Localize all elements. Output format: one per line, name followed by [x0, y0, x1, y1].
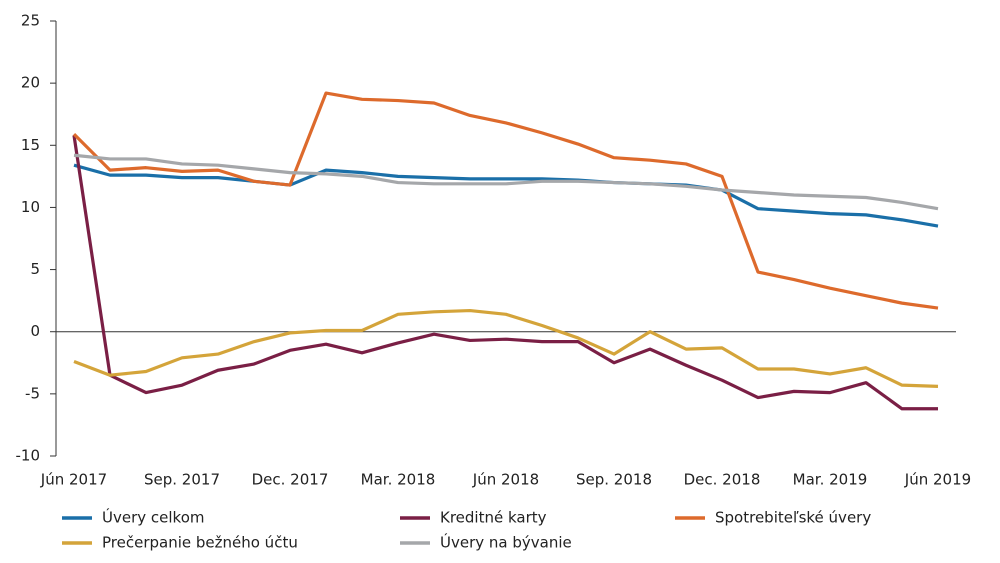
- x-tick-label: Mar. 2018: [361, 471, 436, 489]
- legend-label: Kreditné karty: [440, 509, 547, 527]
- series-line: [73, 308, 939, 388]
- x-tick-label: Jún 2018: [472, 471, 539, 489]
- x-tick-label: Mar. 2019: [793, 471, 868, 489]
- y-tick-label: 25: [21, 12, 40, 30]
- y-tick-label: 5: [30, 260, 40, 278]
- series-line: [73, 163, 939, 228]
- x-tick-label: Jún 2019: [904, 471, 971, 489]
- y-tick-label: -5: [25, 384, 40, 402]
- y-tick-label: 20: [21, 74, 40, 92]
- legend-label: Prečerpanie bežného účtu: [102, 534, 298, 552]
- x-tick-label: Jún 2017: [40, 471, 107, 489]
- legend-label: Úvery celkom: [102, 508, 204, 527]
- x-tick-label: Sep. 2018: [576, 471, 652, 489]
- y-tick-label: 10: [21, 198, 40, 216]
- legend-label: Spotrebiteľské úvery: [715, 509, 871, 527]
- y-tick-label: -10: [16, 447, 41, 465]
- series-line: [73, 153, 939, 211]
- x-tick-label: Dec. 2018: [684, 471, 761, 489]
- x-tick-label: Sep. 2017: [144, 471, 220, 489]
- y-tick-label: 15: [21, 136, 40, 154]
- series-line: [72, 91, 939, 310]
- legend-label: Úvery na bývanie: [440, 533, 572, 552]
- series-line: [72, 135, 938, 411]
- x-tick-label: Dec. 2017: [252, 471, 329, 489]
- y-tick-label: 0: [30, 322, 40, 340]
